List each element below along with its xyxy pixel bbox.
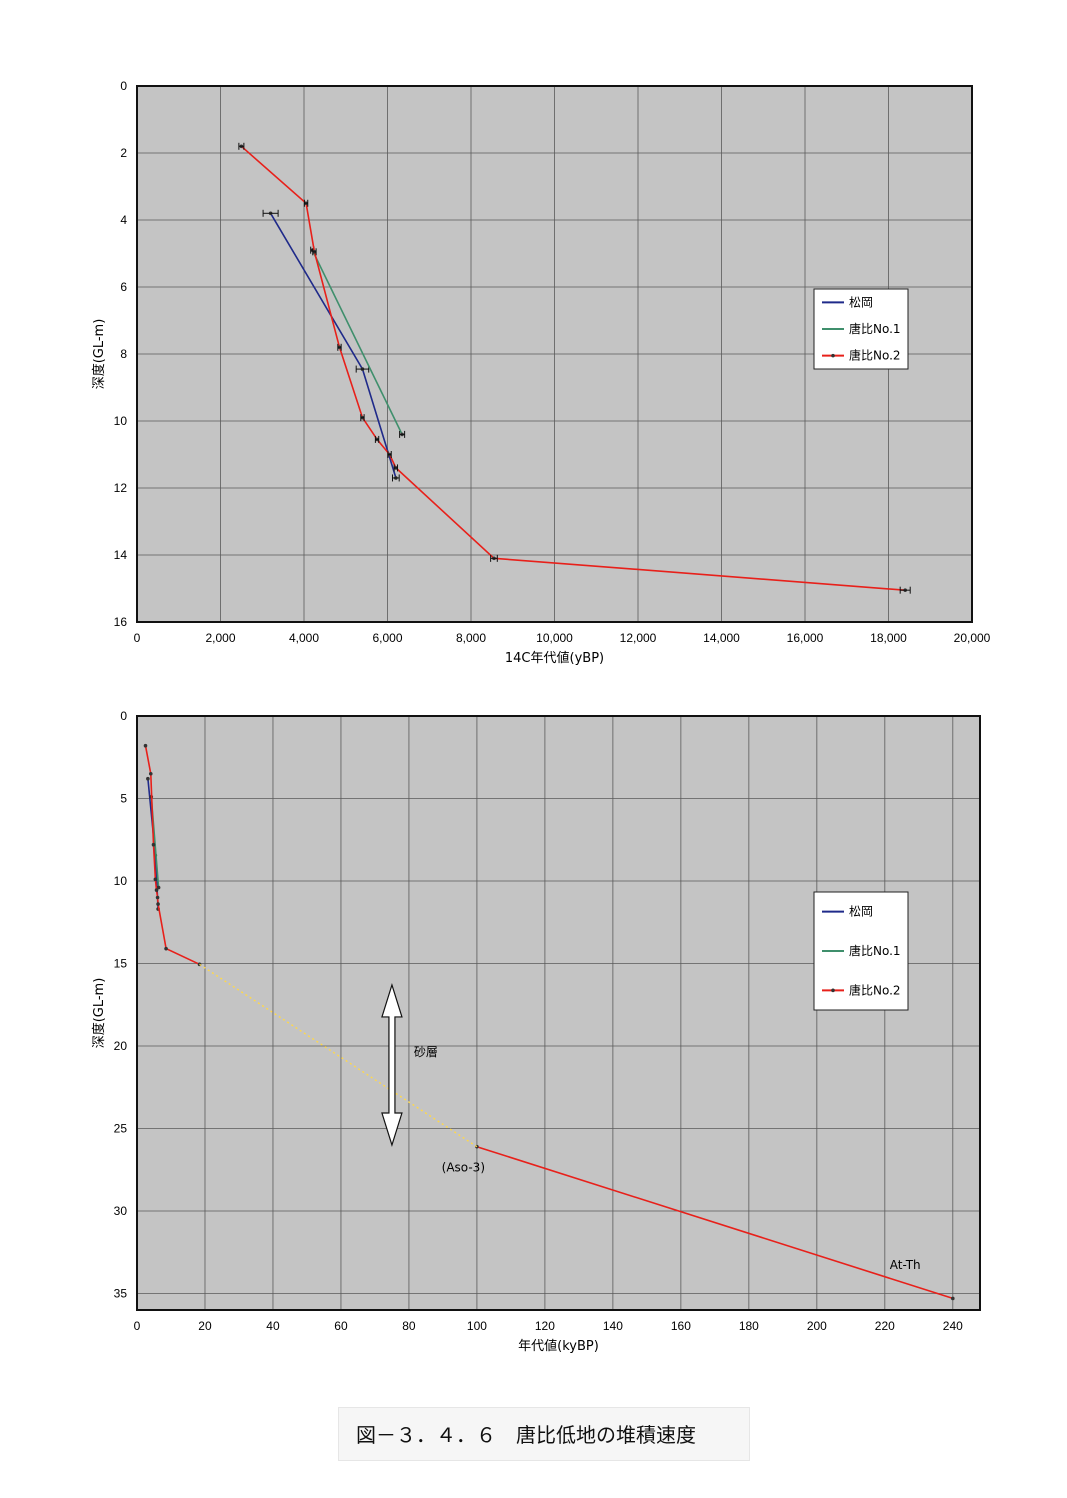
data-point bbox=[156, 885, 161, 890]
plot-area bbox=[137, 716, 980, 1310]
legend-label: 唐比No.2 bbox=[849, 982, 901, 997]
x-tick-label: 0 bbox=[134, 631, 141, 645]
x-tick-label: 80 bbox=[402, 1319, 416, 1333]
series-line-extra-3 bbox=[476, 1145, 954, 1300]
x-tick-label: 240 bbox=[943, 1319, 963, 1333]
figure-caption: 図－３．４．６ 唐比低地の堆積速度 bbox=[356, 1423, 696, 1447]
x-tick-label: 20 bbox=[198, 1319, 212, 1333]
y-tick-label: 6 bbox=[120, 280, 127, 294]
y-tick-label: 30 bbox=[114, 1204, 128, 1218]
data-point bbox=[154, 888, 159, 892]
annotation: At-Th bbox=[890, 1258, 921, 1272]
legend-label: 松岡 bbox=[849, 295, 873, 309]
x-tick-label: 140 bbox=[603, 1319, 623, 1333]
legend-marker bbox=[831, 353, 835, 358]
x-tick-label: 120 bbox=[535, 1319, 555, 1333]
y-tick-label: 5 bbox=[120, 792, 127, 806]
x-tick-label: 180 bbox=[739, 1319, 759, 1333]
data-point bbox=[151, 842, 156, 847]
y-tick-label: 0 bbox=[120, 709, 127, 723]
legend-label: 唐比No.2 bbox=[849, 348, 901, 363]
y-tick-label: 10 bbox=[114, 874, 128, 888]
x-tick-label: 8,000 bbox=[456, 631, 486, 645]
annotation: (Aso-3) bbox=[442, 1160, 485, 1174]
legend-label: 唐比No.1 bbox=[849, 943, 901, 958]
y-tick-label: 10 bbox=[114, 414, 128, 428]
y-tick-label: 0 bbox=[120, 79, 127, 93]
y-tick-label: 12 bbox=[114, 481, 128, 495]
y-tick-label: 16 bbox=[114, 615, 128, 629]
y-tick-label: 8 bbox=[120, 347, 127, 361]
x-tick-label: 4,000 bbox=[289, 631, 319, 645]
legend-marker bbox=[831, 988, 835, 993]
data-point bbox=[156, 902, 160, 906]
x-tick-label: 200 bbox=[807, 1319, 827, 1333]
y-tick-label: 25 bbox=[114, 1122, 128, 1136]
x-tick-label: 12,000 bbox=[620, 631, 657, 645]
x-tick-label: 10,000 bbox=[536, 631, 573, 645]
x-tick-label: 160 bbox=[671, 1319, 691, 1333]
plot-border bbox=[136, 715, 981, 1311]
caption-box bbox=[338, 1407, 750, 1461]
data-point bbox=[143, 743, 148, 748]
y-tick-label: 14 bbox=[114, 548, 128, 562]
x-tick-label: 60 bbox=[334, 1319, 348, 1333]
x-tick-label: 16,000 bbox=[787, 631, 824, 645]
legend-label: 松岡 bbox=[849, 905, 873, 919]
chart-1-radiocarbon-depth: 0 2,000 4,000 6,000 8,000 10,000 12,000 14,000 1… bbox=[91, 79, 991, 666]
x-tick-label: 2,000 bbox=[205, 631, 235, 645]
double-arrow-icon bbox=[381, 982, 403, 1148]
x-tick-label: 100 bbox=[467, 1319, 487, 1333]
legend-label: 唐比No.1 bbox=[849, 321, 901, 336]
data-point bbox=[153, 877, 158, 882]
y-axis-label: 深度(GL-m) bbox=[91, 978, 107, 1049]
data-point bbox=[951, 1296, 955, 1301]
plot-border bbox=[136, 85, 973, 623]
y-axis-label: 深度(GL-m) bbox=[91, 319, 107, 390]
annotation: 砂層 bbox=[414, 1045, 438, 1059]
data-point bbox=[146, 776, 150, 781]
y-tick-label: 4 bbox=[120, 213, 127, 227]
x-tick-label: 6,000 bbox=[372, 631, 402, 645]
data-point bbox=[148, 771, 153, 776]
x-tick-label: 0 bbox=[134, 1319, 141, 1333]
y-tick-label: 2 bbox=[120, 146, 127, 160]
x-tick-label: 40 bbox=[266, 1319, 280, 1333]
data-point bbox=[155, 895, 160, 900]
x-tick-label: 18,000 bbox=[870, 631, 907, 645]
y-tick-label: 35 bbox=[114, 1287, 128, 1301]
series-line-extra-4 bbox=[199, 963, 478, 1148]
x-axis-label: 年代値(kyBP) bbox=[518, 1338, 599, 1354]
x-axis-label: 14C年代値(yBP) bbox=[505, 650, 604, 666]
series-line-唐比No.2 bbox=[240, 145, 906, 591]
data-point bbox=[164, 946, 168, 951]
x-tick-label: 220 bbox=[875, 1319, 895, 1333]
x-tick-label: 20,000 bbox=[954, 631, 991, 645]
x-tick-label: 14,000 bbox=[703, 631, 740, 645]
y-tick-label: 20 bbox=[114, 1039, 128, 1053]
chart-2-age-depth: 0 20 40 60 80 100 120 140 160 180 200 220 240 0 5 10 15 2… bbox=[91, 709, 981, 1354]
series-line-唐比No.1 bbox=[311, 249, 403, 435]
y-tick-label: 15 bbox=[114, 957, 128, 971]
